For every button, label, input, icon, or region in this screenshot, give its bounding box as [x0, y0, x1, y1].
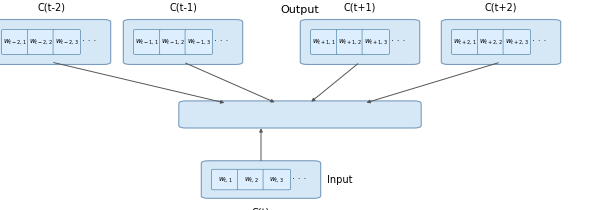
Text: C(t-1): C(t-1) — [169, 3, 197, 13]
Text: $w_{t+1,2}$: $w_{t+1,2}$ — [338, 38, 362, 46]
FancyBboxPatch shape — [2, 30, 29, 54]
FancyBboxPatch shape — [179, 101, 421, 128]
Text: $w_{t-2,3}$: $w_{t-2,3}$ — [55, 38, 79, 46]
FancyBboxPatch shape — [478, 30, 505, 54]
FancyBboxPatch shape — [441, 20, 560, 64]
Text: $w_{t+2,2}$: $w_{t+2,2}$ — [479, 38, 503, 46]
FancyBboxPatch shape — [53, 30, 80, 54]
Text: C(t+2): C(t+2) — [485, 3, 517, 13]
Text: · · ·: · · · — [532, 38, 547, 46]
Text: · · ·: · · · — [214, 38, 229, 46]
FancyBboxPatch shape — [337, 30, 364, 54]
FancyBboxPatch shape — [124, 20, 242, 64]
Text: $w_{t+2,1}$: $w_{t+2,1}$ — [454, 38, 477, 46]
Text: $w_{t,3}$: $w_{t,3}$ — [269, 175, 284, 184]
FancyBboxPatch shape — [212, 169, 239, 190]
Text: $w_{t+1,3}$: $w_{t+1,3}$ — [364, 38, 388, 46]
Text: $w_{t+1,1}$: $w_{t+1,1}$ — [313, 38, 336, 46]
FancyBboxPatch shape — [160, 30, 187, 54]
Text: C(t+1): C(t+1) — [344, 3, 376, 13]
FancyBboxPatch shape — [238, 169, 265, 190]
FancyBboxPatch shape — [134, 30, 161, 54]
Text: Output: Output — [281, 5, 319, 15]
FancyBboxPatch shape — [263, 169, 290, 190]
FancyBboxPatch shape — [503, 30, 530, 54]
Text: $w_{t+2,3}$: $w_{t+2,3}$ — [505, 38, 529, 46]
FancyBboxPatch shape — [28, 30, 55, 54]
Text: $w_{t,2}$: $w_{t,2}$ — [244, 175, 259, 184]
FancyBboxPatch shape — [452, 30, 479, 54]
Text: $w_{t-2,2}$: $w_{t-2,2}$ — [29, 38, 53, 46]
Text: $w_{t-2,1}$: $w_{t-2,1}$ — [4, 38, 27, 46]
Text: Input: Input — [326, 175, 352, 185]
FancyBboxPatch shape — [362, 30, 389, 54]
Text: · · ·: · · · — [391, 38, 406, 46]
Text: $w_{t-1,3}$: $w_{t-1,3}$ — [187, 38, 211, 46]
Text: C(t-2): C(t-2) — [37, 3, 65, 13]
Text: $w_{t-1,1}$: $w_{t-1,1}$ — [136, 38, 159, 46]
FancyBboxPatch shape — [202, 161, 320, 198]
Text: · · ·: · · · — [82, 38, 97, 46]
Text: C(t): C(t) — [252, 207, 270, 210]
FancyBboxPatch shape — [0, 20, 111, 64]
FancyBboxPatch shape — [300, 20, 419, 64]
Text: · · ·: · · · — [292, 175, 307, 184]
FancyBboxPatch shape — [185, 30, 212, 54]
Text: $w_{t,1}$: $w_{t,1}$ — [218, 175, 233, 184]
Text: $w_{t-1,2}$: $w_{t-1,2}$ — [161, 38, 185, 46]
FancyBboxPatch shape — [311, 30, 338, 54]
